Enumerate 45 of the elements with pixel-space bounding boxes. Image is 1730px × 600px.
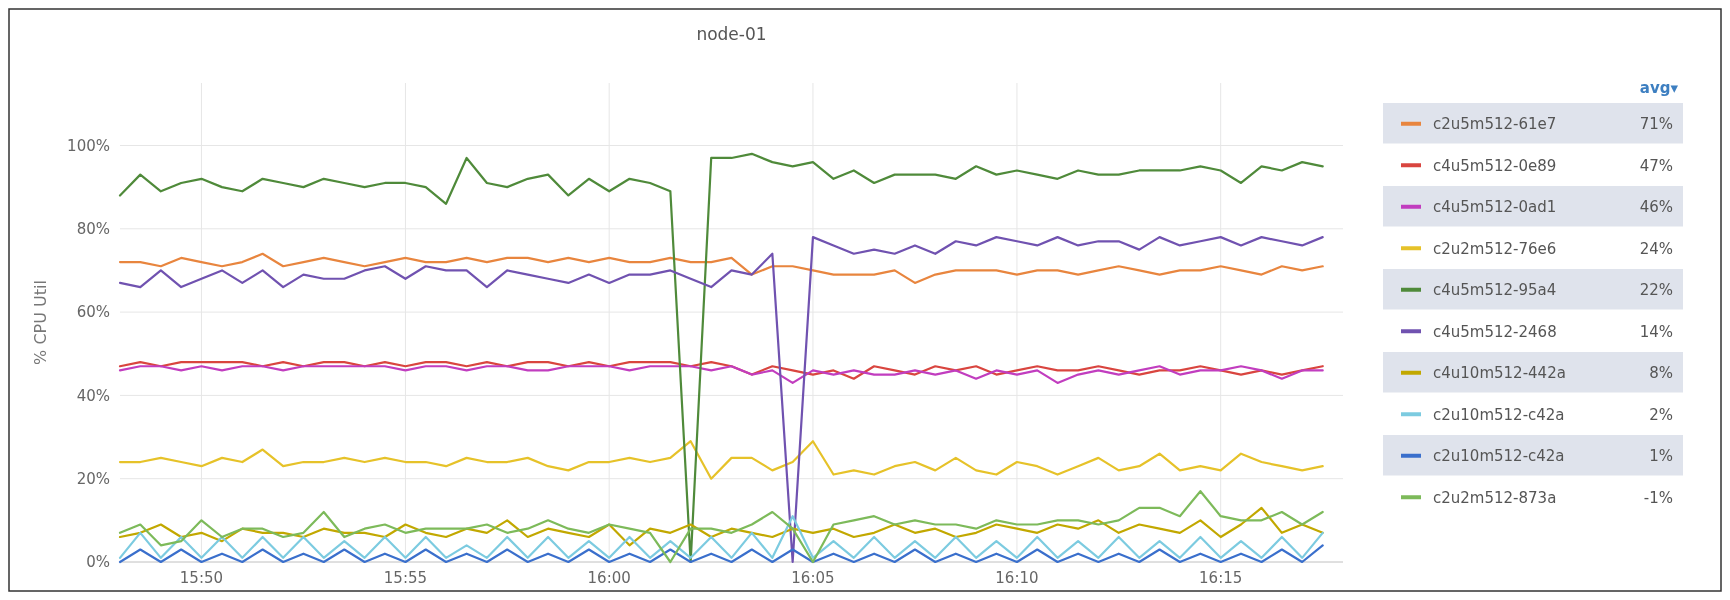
text: 8% xyxy=(1649,364,1673,382)
line-series xyxy=(118,152,1324,564)
line-series xyxy=(118,506,1324,547)
legend-label: c2u10m512-c42a xyxy=(1433,447,1565,465)
legend-label: c4u5m512-0ad1 xyxy=(1433,198,1557,216)
legend-title: avg▾ xyxy=(1639,79,1679,97)
text: 2% xyxy=(1649,405,1673,424)
line-series xyxy=(118,236,1324,564)
line-series xyxy=(118,252,1324,285)
legend-label: c4u5m512-95a4 xyxy=(1433,281,1557,299)
x-tick-label: 16:15 xyxy=(1199,569,1243,587)
legend-label: c2u5m512-61e7 xyxy=(1433,115,1557,133)
legend-label: c4u5m512-0e89 xyxy=(1433,156,1557,175)
x-tick-label: 16:00 xyxy=(587,569,631,587)
y-tick-label: 100% xyxy=(67,136,110,155)
legend-label: c2u10m512-c42a xyxy=(1433,405,1565,424)
y-tick-label: 0% xyxy=(86,553,110,572)
line-series xyxy=(118,544,1324,564)
legend-label: c2u2m512-873a xyxy=(1433,488,1557,507)
x-tick-label: 15:50 xyxy=(179,569,224,587)
legend-label: c4u10m512-442a xyxy=(1433,364,1566,382)
text: 14% xyxy=(1639,322,1673,341)
y-axis-title: % CPU Util xyxy=(31,280,50,365)
line-series xyxy=(118,440,1324,480)
line-series xyxy=(118,490,1324,564)
text: 47% xyxy=(1639,156,1673,175)
legend-label: c2u2m512-76e6 xyxy=(1433,239,1557,258)
text: 1% xyxy=(1649,447,1673,465)
legend-label: c4u5m512-2468 xyxy=(1433,322,1557,341)
y-tick-label: 40% xyxy=(76,386,110,405)
line-series xyxy=(118,365,1324,384)
text: -1% xyxy=(1643,488,1673,507)
y-tick-label: 20% xyxy=(76,469,110,488)
x-tick-label: 15:55 xyxy=(383,569,428,587)
line-series xyxy=(118,515,1324,559)
text: 24% xyxy=(1639,239,1673,258)
y-tick-label: 60% xyxy=(76,303,110,322)
line-series xyxy=(118,360,1324,380)
y-tick-label: 80% xyxy=(76,220,110,239)
x-tick-label: 16:05 xyxy=(791,569,835,587)
chart-title: node-01 xyxy=(696,24,767,44)
text: 22% xyxy=(1639,281,1673,299)
x-tick-label: 16:10 xyxy=(995,569,1039,587)
text: 46% xyxy=(1639,198,1673,216)
text: 71% xyxy=(1639,115,1673,133)
